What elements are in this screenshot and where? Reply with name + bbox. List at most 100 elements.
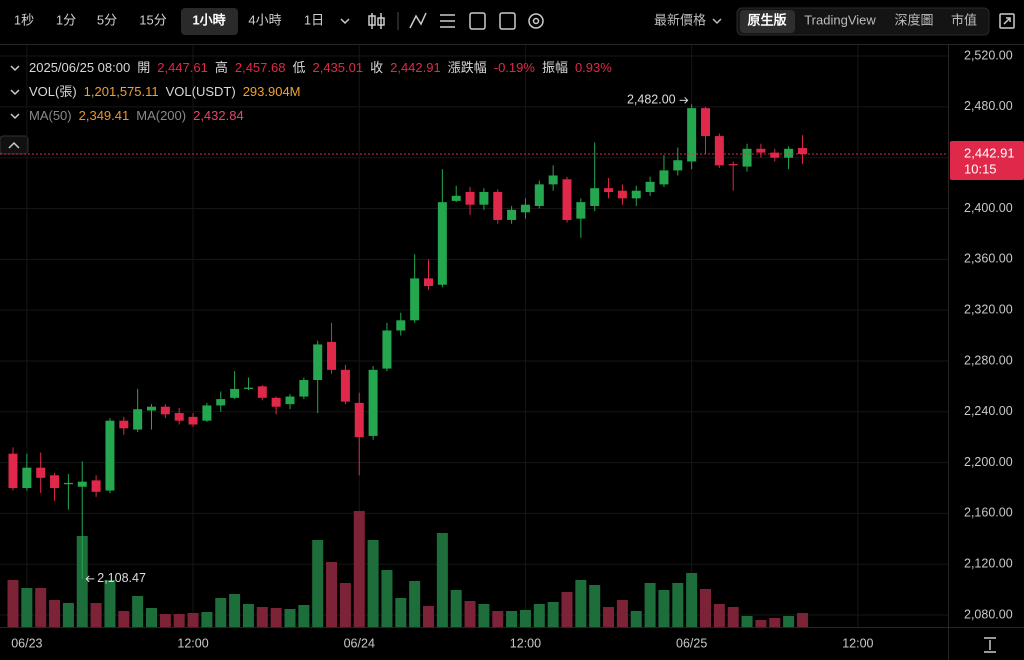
x-tick-label: 12:00 xyxy=(842,636,873,650)
volume-bar xyxy=(76,536,88,627)
candle-body xyxy=(784,148,794,158)
candle-body xyxy=(451,195,461,201)
toolbar: 1秒 1分 5分 15分 1小時 4小時 1日 最新價格 原生版 Trading… xyxy=(0,12,1015,653)
volume-bar xyxy=(229,594,241,627)
volume-bar xyxy=(492,611,504,627)
selected-view-bg xyxy=(740,10,795,33)
volume-bar xyxy=(644,583,656,627)
interval-dropdown[interactable] xyxy=(340,18,350,25)
volume-bar xyxy=(658,590,670,627)
legend-toggle[interactable] xyxy=(8,85,22,99)
candle-body xyxy=(36,467,46,478)
x-tick-label: 12:00 xyxy=(510,636,541,650)
candle-body xyxy=(534,184,544,206)
candle-body xyxy=(520,204,530,213)
plot-area: 06/23 12:00 06/24 12:00 06/25 12:00 2,520.00 2,… xyxy=(0,45,1013,650)
interval-tab[interactable]: 4小時 xyxy=(248,12,281,27)
candle-body xyxy=(562,179,572,220)
interval-tab[interactable]: 1分 xyxy=(56,12,76,27)
candle-body xyxy=(770,152,780,158)
legend: 2025/06/25 08:00 開 2,447.61 高 2,457.68 低 2,435… xyxy=(8,56,612,128)
volume-bar xyxy=(187,613,199,627)
candle-body xyxy=(479,191,489,205)
price-source[interactable]: 最新價格 xyxy=(654,12,706,27)
legend-item: 振幅 xyxy=(541,60,568,75)
candle-body xyxy=(174,413,184,421)
legend-toggle[interactable] xyxy=(8,109,22,123)
candle-body xyxy=(77,481,87,487)
interval-tab[interactable]: 15分 xyxy=(139,12,166,27)
last-price-label: 2,442.91 xyxy=(964,145,1015,160)
legend-row: 2025/06/25 08:00 開 2,447.61 高 2,457.68 低 2,435… xyxy=(8,56,612,80)
legend-item: 2,349.41 xyxy=(78,108,130,123)
template-icon[interactable] xyxy=(499,12,516,30)
interval-tab[interactable]: 5分 xyxy=(97,12,117,27)
price-source-dropdown[interactable] xyxy=(712,18,722,25)
interval-tab[interactable]: 1秒 xyxy=(14,12,34,27)
candle-body xyxy=(133,409,143,430)
volume-bar xyxy=(423,606,434,627)
volume-bar xyxy=(381,570,393,627)
volume-bar xyxy=(21,588,33,627)
volume-bar xyxy=(159,614,171,627)
candle-body xyxy=(299,380,309,397)
volume-bar xyxy=(118,611,130,627)
volume-bar xyxy=(146,608,157,627)
low-arrow-head xyxy=(85,575,90,583)
candle-body xyxy=(590,188,600,206)
volume-bar xyxy=(215,598,227,627)
view-tab[interactable]: TradingView xyxy=(804,12,876,27)
legend-item: 2,435.01 xyxy=(312,60,364,75)
candle-body xyxy=(271,397,281,407)
y-tick-label: 2,360.00 xyxy=(964,252,1013,266)
indicator-icon[interactable] xyxy=(409,12,427,29)
legend-toggle[interactable] xyxy=(8,61,22,75)
collapse-legend-button[interactable] xyxy=(0,135,29,155)
view-tab[interactable]: 深度圖 xyxy=(894,12,933,27)
view-tab-selected[interactable]: 原生版 xyxy=(747,12,786,27)
legend-item: VOL(USDT) xyxy=(165,84,236,99)
volume-bar xyxy=(519,610,531,627)
volume-bar xyxy=(713,604,725,627)
x-tick-label: 06/23 xyxy=(11,636,42,650)
volume-bar xyxy=(312,540,324,627)
y-tick-label: 2,320.00 xyxy=(964,302,1013,316)
volume-bar xyxy=(436,533,448,627)
fullscreen-icon[interactable] xyxy=(999,13,1015,29)
candle-body xyxy=(105,420,115,491)
settings-list-icon[interactable] xyxy=(440,14,455,28)
candle-type-icon[interactable] xyxy=(368,13,385,29)
volume-bar xyxy=(700,589,711,627)
legend-item: 293.904M xyxy=(242,84,301,99)
volume-bar xyxy=(326,562,338,627)
volume-bar xyxy=(62,603,74,627)
candle-body xyxy=(202,405,212,421)
volume-bar xyxy=(603,607,615,627)
y-tick-label: 2,480.00 xyxy=(964,99,1013,113)
volume-bar xyxy=(270,608,282,627)
legend-item: 2,442.91 xyxy=(390,60,441,75)
draw-tool-icon[interactable] xyxy=(469,12,486,30)
candle-body xyxy=(216,399,226,406)
scroll-to-now-icon[interactable] xyxy=(984,637,996,653)
y-tick-label: 2,120.00 xyxy=(964,557,1013,571)
interval-tab-selected[interactable]: 1小時 xyxy=(192,12,225,27)
volume-bar xyxy=(90,603,102,627)
legend-item: 2,432.84 xyxy=(193,108,244,123)
candle-body xyxy=(645,181,655,192)
volume-bar xyxy=(672,583,684,627)
volume-bar xyxy=(727,607,739,627)
volume-bar xyxy=(298,605,310,627)
candle-body xyxy=(91,480,101,492)
legend-item: -0.19% xyxy=(493,60,535,75)
settings-icon[interactable] xyxy=(528,13,544,29)
candle-body xyxy=(756,148,766,153)
volume-bar xyxy=(49,600,61,627)
candle-body xyxy=(437,202,447,285)
interval-tab[interactable]: 1日 xyxy=(304,12,324,27)
candle-body xyxy=(63,482,73,485)
view-tab[interactable]: 市值 xyxy=(951,12,977,27)
last-price-box xyxy=(950,140,1024,180)
candle-body xyxy=(368,369,378,436)
candle-body xyxy=(22,467,32,489)
